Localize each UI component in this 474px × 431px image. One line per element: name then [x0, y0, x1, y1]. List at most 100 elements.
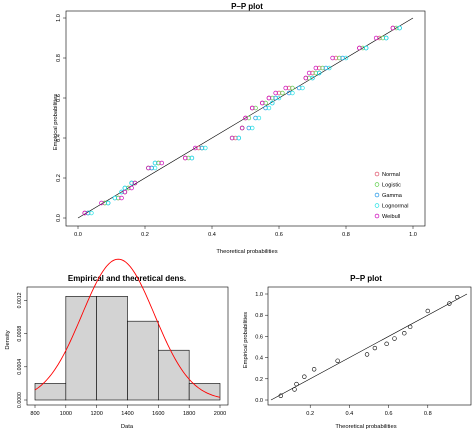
- hist-ylabel: Density: [5, 330, 11, 349]
- hist-x-tick-label: 1000: [60, 411, 72, 417]
- top-pp-point-logistic: [102, 200, 108, 206]
- top-pp-point-normal: [233, 135, 238, 141]
- bottom-pp-ylabel: Empirical probabilities: [243, 312, 249, 368]
- hist-x-tick-label: 800: [30, 411, 39, 417]
- top-pp-point-logistic: [253, 105, 258, 111]
- top-pp-point-lognormal: [203, 145, 208, 151]
- top-pp-point-logistic: [270, 95, 275, 101]
- hist-xlabel: Data: [121, 424, 134, 430]
- top-pp-y-tick-label: 0.0: [56, 214, 62, 222]
- top-pp-point-weibull: [330, 55, 335, 61]
- top-pp-legend-marker: [374, 182, 380, 187]
- top-pp-y-tick-label: 0.2: [56, 174, 62, 182]
- top-pp-legend-label: Lognormal: [382, 204, 408, 210]
- top-pp-point-weibull: [249, 105, 255, 111]
- top-pp-point-lognormal: [189, 155, 195, 161]
- top-pp-point-weibull: [82, 210, 87, 216]
- top-pp-y-tick-label: 0.8: [56, 54, 62, 62]
- hist-x-tick-label: 1600: [152, 411, 164, 417]
- top-pp-x-tick-label: 0.6: [275, 232, 283, 238]
- bottom-pp-y-tick-label: 0.8: [255, 313, 263, 319]
- top-pp-point-logistic: [156, 160, 161, 166]
- top-pp-x-tick-label: 0.4: [208, 232, 216, 238]
- top-pp-ylabel: Empirical probabilities: [53, 94, 59, 150]
- bottom-pp-y-tick-label: 0.0: [255, 398, 263, 404]
- bottom-pp-plot: P–P plot Theoretical probabilities Empir…: [243, 274, 472, 430]
- top-pp-point-weibull: [132, 180, 138, 186]
- top-pp-x-tick-label: 0.8: [342, 232, 350, 238]
- bottom-pp-point: [335, 358, 340, 363]
- top-pp-point-logistic: [246, 115, 252, 121]
- top-pp-point-weibull: [182, 155, 188, 161]
- bottom-pp-point: [407, 324, 413, 330]
- top-pp-point-logistic: [313, 70, 319, 76]
- bottom-pp-y-tick-label: 0.6: [255, 334, 263, 340]
- top-pp-legend-marker: [374, 171, 380, 177]
- top-pp-point-lognormal: [266, 105, 272, 111]
- top-pp-point-lognormal: [300, 85, 305, 91]
- top-pp-point-normal: [196, 145, 201, 151]
- top-pp-title: P–P plot: [231, 2, 263, 11]
- bottom-pp-point: [278, 393, 283, 398]
- top-pp-point-weibull: [373, 35, 379, 41]
- hist-density-curve: [34, 258, 221, 398]
- bottom-pp-x-tick-label: 0.8: [424, 411, 432, 417]
- bottom-pp-xlabel: Theoretical probabilities: [335, 424, 396, 430]
- top-pp-point-logistic: [320, 65, 325, 71]
- bottom-pp-point: [455, 294, 460, 300]
- density-histogram: Empirical and theoretical dens. Data Den…: [5, 258, 229, 430]
- bottom-pp-point: [384, 341, 389, 347]
- hist-x-tick-label: 1400: [121, 411, 133, 417]
- top-pp-legend-label: Normal: [382, 172, 400, 178]
- top-pp-point-weibull: [303, 75, 309, 81]
- bottom-pp-point: [292, 387, 297, 392]
- top-pp-point-weibull: [159, 160, 165, 166]
- hist-bar: [34, 383, 67, 401]
- top-pp-point-logistic: [394, 25, 399, 31]
- bottom-pp-point: [392, 336, 397, 341]
- top-pp-point-normal: [310, 70, 315, 76]
- top-pp-point-lognormal: [270, 100, 275, 106]
- top-pp-point-lognormal: [363, 45, 369, 51]
- top-pp-point-normal: [333, 55, 339, 61]
- top-pp-point-logistic: [263, 100, 268, 106]
- hist-bar: [158, 349, 190, 401]
- top-pp-plot-frame: [65, 10, 426, 227]
- top-pp-point-logistic: [186, 155, 191, 161]
- top-pp-point-weibull: [243, 115, 248, 121]
- top-pp-point-lognormal: [119, 189, 124, 195]
- top-pp-point-logistic: [280, 90, 285, 96]
- top-pp-point-weibull: [193, 145, 198, 151]
- top-pp-point-lognormal: [310, 75, 315, 81]
- top-pp-point-lognormal: [327, 65, 332, 71]
- top-pp-point-gamma: [296, 85, 302, 91]
- top-pp-point-logistic: [290, 85, 295, 91]
- top-pp-point-logistic: [360, 45, 366, 51]
- top-pp-point-gamma: [340, 55, 345, 61]
- hist-x-tick-label: 1800: [183, 411, 195, 417]
- top-pp-point-weibull: [357, 45, 362, 51]
- top-pp-point-lognormal: [152, 165, 158, 171]
- top-pp-point-gamma: [253, 115, 258, 121]
- bottom-pp-point: [302, 374, 307, 379]
- top-pp-point-weibull: [129, 185, 134, 191]
- top-pp-point-logistic: [125, 185, 131, 191]
- hist-bar: [127, 320, 159, 401]
- top-pp-point-normal: [276, 90, 282, 96]
- hist-y-tick-label: 0.0008: [17, 326, 23, 342]
- hist-y-tick-label: 0.0000: [17, 392, 23, 408]
- top-pp-point-gamma: [85, 210, 91, 216]
- hist-x-tick-label: 2000: [214, 411, 226, 417]
- top-pp-point-lognormal: [343, 55, 349, 61]
- top-pp-point-logistic: [115, 195, 121, 201]
- bottom-pp-x-tick-label: 0.4: [346, 411, 354, 417]
- hist-bar: [96, 295, 128, 401]
- top-pp-legend-marker: [374, 192, 380, 198]
- bottom-pp-y-tick-label: 1.0: [255, 292, 263, 298]
- top-pp-point-lognormal: [383, 35, 389, 41]
- bottom-pp-point: [372, 345, 378, 351]
- top-pp-point-lognormal: [112, 195, 118, 201]
- top-pp-point-weibull: [283, 85, 288, 91]
- hist-y-tick-label: 0.0004: [17, 359, 23, 375]
- top-pp-point-weibull: [146, 165, 151, 171]
